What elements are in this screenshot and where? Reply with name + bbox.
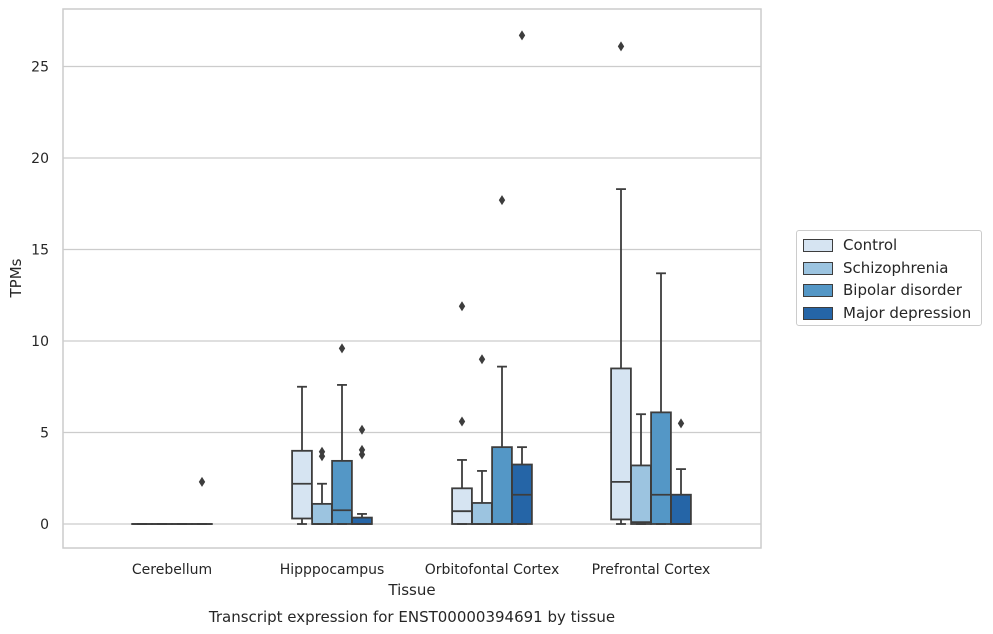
x-tick-label: Orbitofontal Cortex	[425, 562, 560, 578]
box-element	[650, 272, 672, 525]
outlier-point	[677, 418, 685, 429]
y-tick-label: 10	[31, 334, 49, 350]
box-element	[311, 446, 333, 525]
y-tick-label: 5	[40, 426, 49, 442]
legend-swatch-control	[803, 238, 833, 252]
legend-item-bipolar-disorder: Bipolar disorder	[803, 280, 962, 300]
outlier-point	[458, 301, 466, 312]
legend: Control Schizophrenia Bipolar disorder M…	[796, 230, 982, 326]
outlier-point	[458, 416, 466, 427]
y-tick-label: 0	[40, 517, 49, 533]
box-iqr	[630, 464, 652, 525]
legend-item-major-depression: Major depression	[803, 303, 971, 323]
box-iqr	[351, 516, 373, 525]
outlier-point	[358, 444, 366, 455]
y-tick-labels: 0 5 10 15 20 25	[31, 60, 49, 534]
legend-label-control: Control	[843, 236, 898, 254]
outlier-point	[358, 424, 366, 435]
legend-item-control: Control	[803, 235, 897, 255]
box-iqr	[311, 502, 333, 525]
box-iqr	[451, 487, 473, 525]
x-tick-label: Prefrontal Cortex	[592, 562, 711, 578]
outlier-point	[338, 343, 346, 354]
chart-title: Transcript expression for ENST0000039469…	[208, 608, 615, 626]
outlier-point	[498, 195, 506, 206]
box-element	[491, 195, 513, 525]
box-element	[451, 301, 473, 525]
outlier-point	[617, 41, 625, 52]
legend-label-schizophrenia: Schizophrenia	[843, 259, 949, 277]
outlier-point	[478, 354, 486, 365]
box-element	[191, 476, 213, 525]
y-tick-label: 20	[31, 151, 49, 167]
x-tick-label: Hipppocampus	[280, 562, 385, 578]
legend-label-bipolar-disorder: Bipolar disorder	[843, 281, 962, 299]
box-iqr	[610, 367, 632, 521]
box-iqr	[491, 446, 513, 525]
x-tick-labels: Cerebellum Hipppocampus Orbitofontal Corte…	[132, 562, 710, 578]
box-element	[630, 413, 652, 525]
box-iqr	[471, 502, 493, 525]
legend-item-schizophrenia: Schizophrenia	[803, 258, 948, 278]
outlier-point	[198, 476, 206, 487]
legend-swatch-schizophrenia	[803, 261, 833, 275]
plot-frame	[62, 8, 762, 549]
y-tick-label: 25	[31, 60, 49, 76]
box-iqr	[650, 411, 672, 525]
box-element	[331, 343, 353, 525]
x-axis-label: Tissue	[387, 581, 435, 599]
outlier-point	[518, 30, 526, 41]
box-element	[670, 418, 692, 525]
box-element	[610, 41, 632, 525]
box-plot-series	[131, 30, 692, 525]
x-tick-label: Cerebellum	[132, 562, 212, 578]
y-tick-label: 15	[31, 243, 49, 259]
box-iqr	[331, 459, 353, 525]
outlier-point	[318, 446, 326, 457]
legend-swatch-major-depression	[803, 306, 833, 320]
y-axis-label: TPMs	[7, 258, 25, 298]
legend-swatch-bipolar-disorder	[803, 283, 833, 297]
box-element	[291, 385, 313, 525]
legend-label-major-depression: Major depression	[843, 304, 972, 322]
box-element	[471, 354, 493, 525]
box-iqr	[670, 493, 692, 525]
box-element	[511, 30, 533, 525]
box-iqr	[291, 449, 313, 520]
box-element	[351, 424, 373, 525]
